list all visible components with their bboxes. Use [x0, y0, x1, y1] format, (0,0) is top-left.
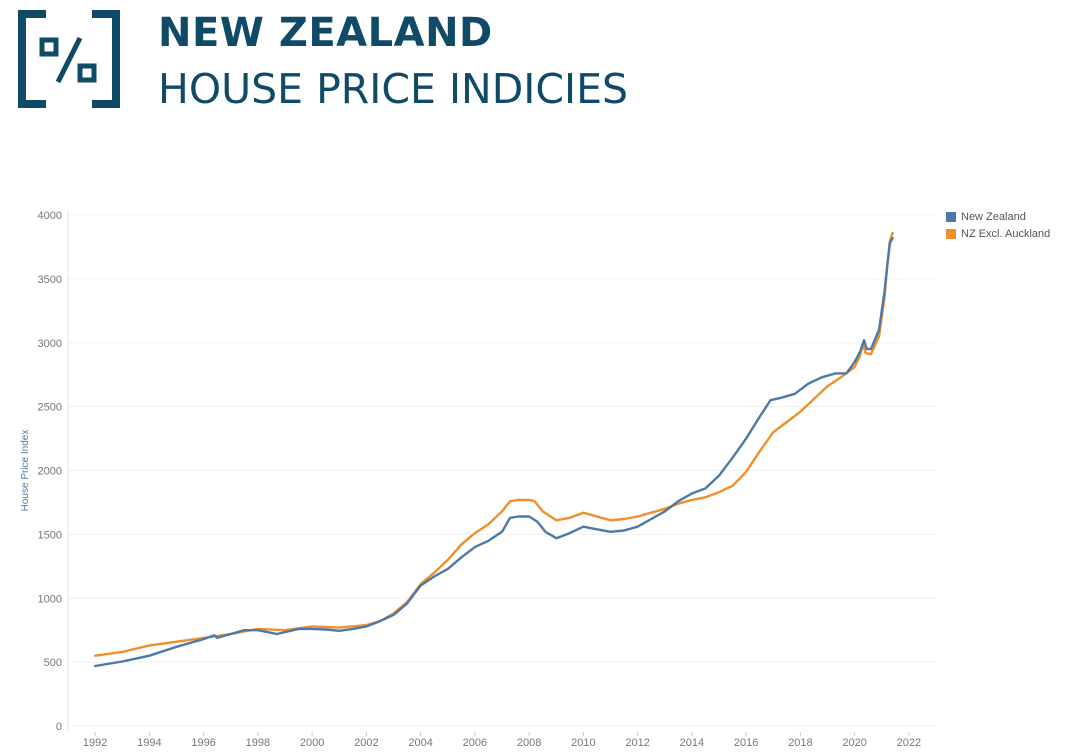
x-tick-label: 2014: [680, 737, 704, 749]
x-tick-label: 2000: [300, 737, 324, 749]
header: NEW ZEALAND HOUSE PRICE INDICIES: [0, 0, 1080, 130]
x-tick-label: 2010: [571, 737, 595, 749]
x-tick-label: 2004: [408, 737, 432, 749]
x-tick-label: 1994: [137, 737, 161, 749]
series-line-nz-excl-auckland: [93, 231, 894, 657]
x-tick-label: 1992: [83, 737, 107, 749]
x-tick-label: 2008: [517, 737, 541, 749]
line-chart: 0 500 1000 1500 2000 2500 3000 3500 4000 1992 1994…: [20, 210, 936, 749]
x-tick-label: 1998: [246, 737, 270, 749]
y-tick-label: 2000: [38, 466, 62, 478]
legend-item-nz-excl-auckland[interactable]: NZ Excl. Auckland: [946, 225, 1050, 242]
y-tick-label: 500: [44, 657, 62, 669]
x-tick-label: 2002: [354, 737, 378, 749]
x-tick-label: 2022: [897, 737, 921, 749]
x-tick-label: 2012: [625, 737, 649, 749]
legend-label-nz-excl-auckland: NZ Excl. Auckland: [961, 227, 1051, 240]
y-tick-label: 1000: [38, 593, 62, 605]
y-tick-label: 3500: [38, 274, 62, 286]
legend-swatch-nz-excl-auckland: [946, 228, 956, 239]
y-axis-title: House Price Index: [20, 430, 31, 512]
y-tick-label: 2500: [38, 402, 62, 414]
page-title: NEW ZEALAND: [158, 10, 493, 56]
x-tick-label: 2018: [788, 737, 812, 749]
y-tick-label: 1500: [38, 529, 62, 541]
chart-legend: New Zealand NZ Excl. Auckland: [946, 208, 1050, 242]
y-tick-label: 3000: [38, 338, 62, 350]
series-line-nz: [93, 236, 894, 668]
y-tick-label: 0: [56, 721, 62, 733]
x-tick-label: 1996: [191, 737, 215, 749]
legend-swatch-nz: [946, 211, 956, 222]
y-tick-label: 4000: [38, 210, 62, 222]
chart-series: [93, 231, 894, 668]
legend-label-nz: New Zealand: [961, 210, 1026, 223]
x-tick-label: 2016: [734, 737, 758, 749]
chart-grid: [68, 214, 936, 727]
x-tick-label: 2020: [842, 737, 866, 749]
page-subtitle: HOUSE PRICE INDICIES: [158, 65, 629, 113]
percent-icon: [18, 10, 120, 108]
x-tick-label: 2006: [463, 737, 487, 749]
legend-item-nz[interactable]: New Zealand: [946, 208, 1050, 225]
chart-axes: 0 500 1000 1500 2000 2500 3000 3500 4000 1992 1994…: [20, 210, 921, 749]
